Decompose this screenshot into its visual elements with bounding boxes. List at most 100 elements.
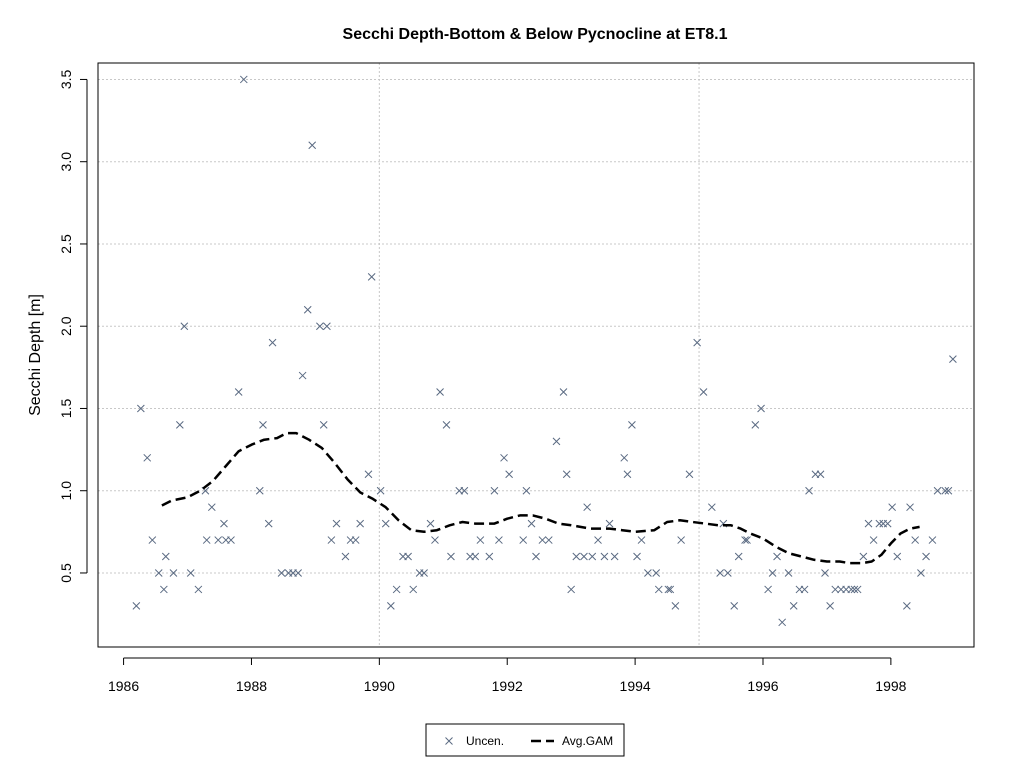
data-point xyxy=(652,569,661,577)
data-point xyxy=(404,552,412,561)
x-tick-label: 1986 xyxy=(108,678,139,694)
data-point xyxy=(214,536,223,544)
data-point xyxy=(351,536,360,544)
data-point xyxy=(485,552,494,561)
data-point xyxy=(933,486,942,495)
data-point xyxy=(532,552,540,561)
data-point xyxy=(637,536,646,544)
data-point xyxy=(922,552,930,561)
data-point xyxy=(853,585,862,594)
data-point xyxy=(903,602,911,610)
data-point xyxy=(264,519,273,528)
data-point xyxy=(303,305,312,314)
data-point xyxy=(136,404,145,413)
data-point xyxy=(544,536,553,544)
data-point xyxy=(768,569,777,577)
data-point xyxy=(538,536,547,544)
data-point xyxy=(143,453,152,462)
data-point xyxy=(364,470,373,479)
data-point xyxy=(490,486,499,495)
data-point xyxy=(308,141,317,150)
data-point xyxy=(161,552,170,561)
data-point xyxy=(893,552,902,561)
data-point xyxy=(180,322,189,331)
data-point xyxy=(949,355,957,363)
data-point xyxy=(707,503,716,512)
data-point xyxy=(154,569,163,577)
legend-marker-uncen xyxy=(445,737,453,745)
data-point xyxy=(944,486,953,495)
data-point xyxy=(623,470,632,479)
data-point xyxy=(319,421,328,429)
axes: 1986 1988 1990 1992 1994 1996 1998 0.5 1.0 1.5 2.0… xyxy=(58,70,907,694)
data-point xyxy=(495,536,503,544)
data-point xyxy=(234,388,243,396)
data-point xyxy=(847,585,856,594)
data-point xyxy=(588,552,597,561)
data-point xyxy=(664,585,673,594)
data-point xyxy=(420,569,428,577)
data-point xyxy=(594,536,602,544)
data-point xyxy=(800,585,809,594)
data-point xyxy=(869,536,878,544)
data-point xyxy=(654,585,663,594)
data-point xyxy=(875,519,884,528)
data-point xyxy=(505,470,513,479)
data-point xyxy=(773,552,781,561)
data-point xyxy=(431,536,439,544)
data-point xyxy=(294,569,302,577)
x-tick-label: 1994 xyxy=(620,678,651,694)
data-point xyxy=(699,388,708,396)
data-point xyxy=(778,618,787,627)
data-point xyxy=(160,585,168,594)
data-point xyxy=(148,536,157,544)
data-point xyxy=(323,322,331,331)
data-point xyxy=(202,536,211,544)
data-point xyxy=(751,421,760,429)
data-point xyxy=(169,569,178,577)
data-point xyxy=(743,536,751,544)
data-point xyxy=(442,421,451,429)
data-point xyxy=(789,602,798,610)
legend-label-uncen: Uncen. xyxy=(466,734,504,748)
data-point xyxy=(572,552,581,561)
data-point xyxy=(730,602,739,610)
grid xyxy=(98,63,974,647)
data-point xyxy=(888,503,897,512)
legend-box xyxy=(425,723,625,757)
y-tick-label: 2.0 xyxy=(58,316,74,336)
data-point xyxy=(864,519,873,528)
data-point xyxy=(671,602,680,610)
data-point xyxy=(186,569,195,577)
y-tick-label: 3.0 xyxy=(58,152,74,172)
data-point xyxy=(500,453,508,462)
data-point xyxy=(567,585,576,594)
data-point xyxy=(734,552,743,561)
data-point xyxy=(605,519,614,528)
data-point xyxy=(341,552,350,561)
data-point xyxy=(633,552,641,561)
data-point xyxy=(883,519,892,528)
data-point xyxy=(677,536,686,544)
plot-frame xyxy=(97,62,975,648)
data-point xyxy=(239,75,248,84)
data-point xyxy=(757,404,765,413)
data-point xyxy=(911,536,920,544)
data-point xyxy=(600,552,609,561)
data-point xyxy=(386,602,395,610)
data-point xyxy=(132,602,141,610)
data-point xyxy=(583,503,592,512)
data-point xyxy=(552,437,561,446)
data-point xyxy=(527,519,536,528)
data-point xyxy=(220,519,228,528)
data-point xyxy=(644,569,652,577)
data-point xyxy=(628,421,636,429)
data-point xyxy=(381,519,390,528)
data-point xyxy=(741,536,749,544)
data-point xyxy=(332,519,341,528)
data-point xyxy=(716,569,725,577)
data-point xyxy=(610,552,619,561)
data-point xyxy=(409,585,418,594)
data-point xyxy=(917,569,925,577)
